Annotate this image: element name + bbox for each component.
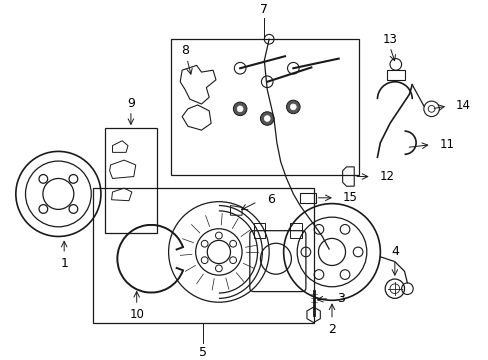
Bar — [290, 223, 302, 238]
Bar — [93, 188, 313, 324]
Circle shape — [286, 100, 300, 114]
Text: 5: 5 — [199, 346, 207, 359]
Bar — [386, 70, 404, 80]
Bar — [253, 223, 265, 238]
Circle shape — [237, 106, 243, 112]
Bar — [104, 128, 157, 233]
Bar — [300, 193, 315, 203]
Text: 4: 4 — [390, 246, 398, 258]
Text: 11: 11 — [438, 138, 453, 151]
Text: 12: 12 — [379, 170, 393, 183]
Text: 8: 8 — [181, 44, 189, 57]
Text: 6: 6 — [266, 193, 275, 206]
Text: 13: 13 — [382, 33, 397, 46]
Bar — [170, 39, 358, 175]
Text: 10: 10 — [129, 308, 144, 321]
Text: 2: 2 — [327, 323, 335, 336]
Circle shape — [233, 102, 246, 116]
Circle shape — [260, 112, 273, 125]
Text: 1: 1 — [60, 257, 68, 270]
Text: 3: 3 — [336, 292, 344, 305]
Text: 9: 9 — [127, 96, 135, 109]
Text: 15: 15 — [342, 191, 357, 204]
Circle shape — [264, 116, 269, 121]
Text: 7: 7 — [260, 3, 268, 16]
Circle shape — [290, 104, 296, 110]
Text: 14: 14 — [455, 99, 470, 112]
